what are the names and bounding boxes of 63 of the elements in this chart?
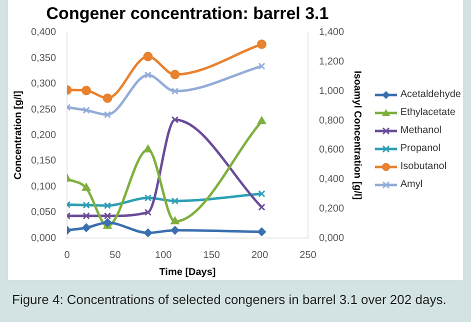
legend-label: Ethylacetate (400, 106, 456, 120)
point (258, 204, 266, 211)
point (144, 228, 152, 238)
y2-tick-label: 1,000 (318, 86, 344, 97)
point (103, 218, 112, 227)
point (144, 208, 152, 216)
point (171, 116, 179, 124)
legend-label: Isobutanol (400, 160, 447, 174)
x-axis-title: Time [Days] (159, 266, 216, 278)
legend-label: Propanol (400, 142, 440, 156)
point (257, 228, 266, 236)
x-tick-label: 200 (251, 250, 269, 261)
point (171, 88, 179, 95)
point (144, 194, 152, 202)
point (104, 202, 112, 210)
point (256, 39, 266, 49)
y-tick-label: 0,400 (30, 27, 56, 38)
y-tick-label: 0,300 (30, 78, 56, 90)
point (82, 86, 92, 96)
y-tick-label: 0,100 (30, 181, 56, 192)
caption: Figure 4: Concentrations of selected congeners in barrel 3.1 over 202 days. (12, 292, 446, 307)
point (104, 212, 112, 220)
point (144, 71, 152, 79)
y-tick-label: 0,050 (30, 207, 56, 218)
x-tick-label: 150 (203, 250, 220, 261)
y2-tick-label: 0,000 (318, 232, 344, 244)
point (258, 116, 266, 124)
point (170, 226, 180, 235)
point (82, 202, 90, 209)
y-tick-label: 0,150 (30, 156, 56, 167)
x-tick-label: 250 (300, 250, 317, 261)
point (144, 144, 152, 152)
point (82, 223, 91, 232)
point (82, 183, 91, 191)
point (171, 197, 179, 205)
point (82, 212, 90, 220)
point (143, 52, 153, 62)
point (258, 190, 266, 198)
legend-label: Methanol (400, 124, 442, 138)
point (170, 216, 180, 224)
y-axis-title: Concentration [g/l] (12, 90, 24, 180)
y2-axis-title: Isoamyl Concentration [g/l] (351, 70, 362, 200)
y2-tick-label: 0,600 (318, 144, 344, 156)
y-tick-label: 0,000 (30, 232, 56, 244)
y-tick-label: 0,350 (30, 52, 56, 64)
y2-tick-label: 0,200 (318, 203, 344, 214)
y2-tick-label: 0,800 (318, 115, 344, 126)
y-tick-label: 0,250 (30, 104, 56, 116)
chart-title: Congener concentration: barrel 3.1 (46, 4, 329, 23)
point (258, 62, 266, 70)
point (102, 93, 112, 103)
point (82, 106, 90, 114)
y2-tick-label: 1,200 (318, 56, 344, 68)
y2-tick-label: 0,400 (318, 174, 344, 186)
legend-label: Acetaldehyde (400, 88, 461, 102)
x-tick-label: 100 (155, 250, 172, 261)
y2-tick-label: 1,400 (318, 27, 344, 38)
point (104, 111, 112, 118)
legend-label: Amyl (400, 178, 423, 192)
point (170, 70, 180, 80)
y-tick-label: 0,200 (30, 130, 56, 141)
x-tick-label: 0 (64, 250, 70, 261)
x-tick-label: 50 (110, 250, 122, 261)
